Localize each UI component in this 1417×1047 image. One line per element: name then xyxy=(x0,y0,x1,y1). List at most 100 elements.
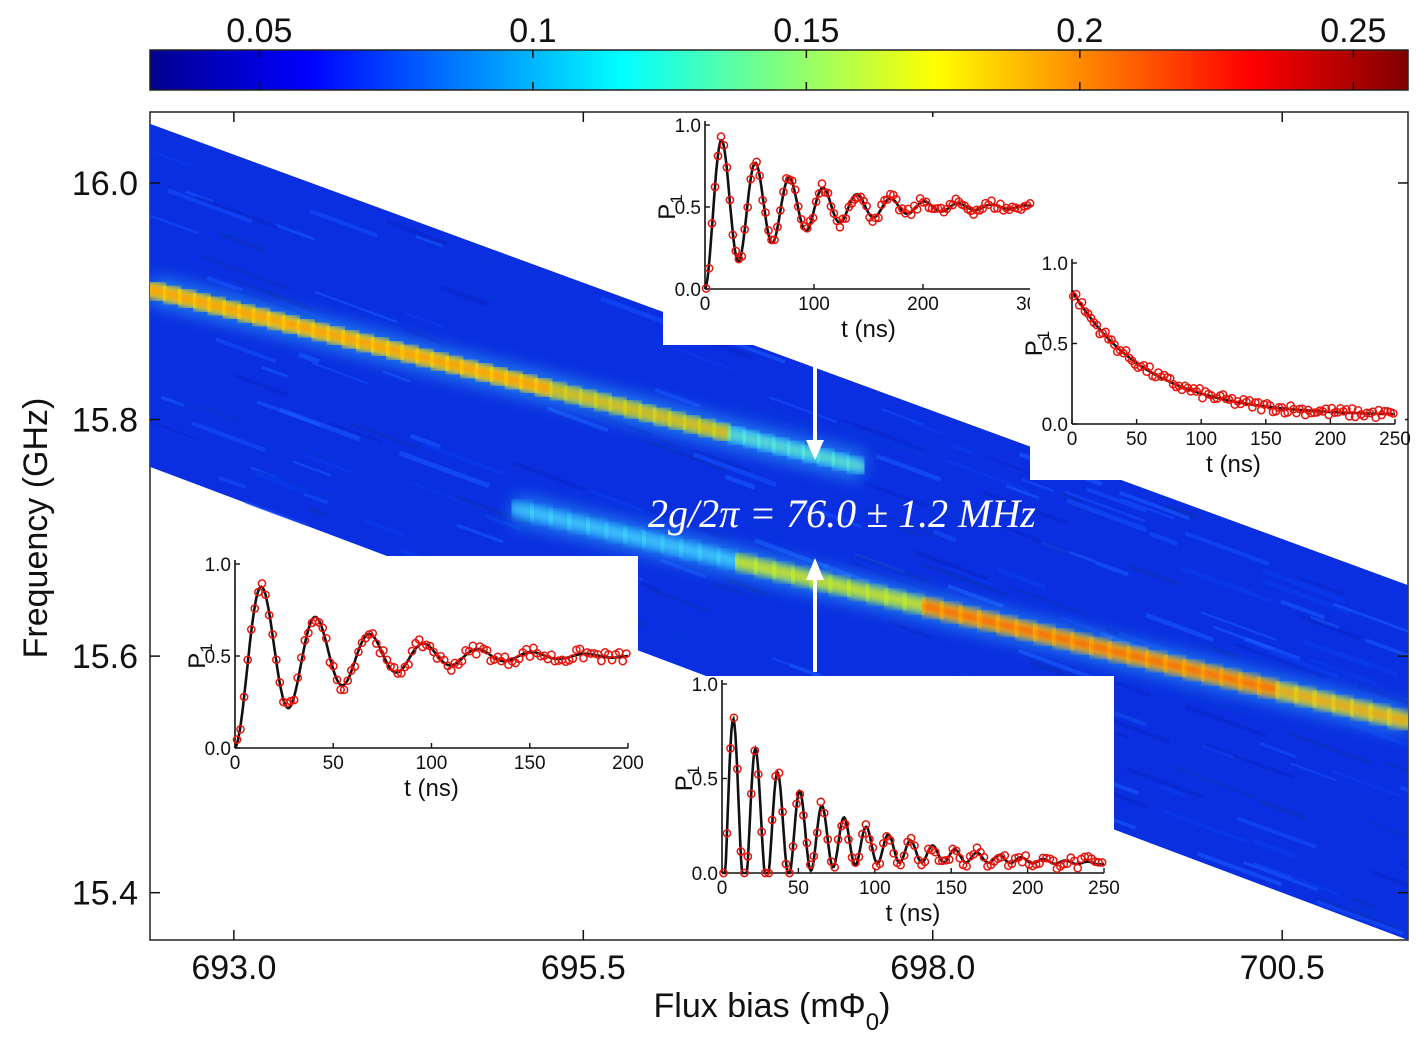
noise-streak xyxy=(1119,497,1175,520)
inset-data-point xyxy=(407,646,417,656)
inset-y-tick-label: 0.0 xyxy=(205,739,231,760)
noise-streak xyxy=(1236,816,1317,849)
noise-streak xyxy=(1184,704,1267,738)
noise-streak xyxy=(881,408,924,426)
inset-y-label-sub: 1 xyxy=(1034,331,1053,340)
inset-data-point xyxy=(979,852,989,862)
noise-streak xyxy=(587,488,644,512)
noise-streak xyxy=(1203,742,1295,780)
inset-x-label: t (ns) xyxy=(1206,451,1261,478)
inset-data-point xyxy=(429,647,438,657)
inset-data-point xyxy=(733,764,742,774)
noise-streak xyxy=(299,445,347,466)
inset-data-point xyxy=(785,868,794,878)
inset-data-point xyxy=(868,843,878,853)
inset-data-point xyxy=(336,685,345,695)
noise-streak xyxy=(409,433,442,449)
noise-streak xyxy=(462,286,541,318)
inset-data-point xyxy=(826,201,836,211)
inset-data-point xyxy=(787,176,797,186)
arrow-down-head xyxy=(806,440,824,460)
inset-data-point xyxy=(990,204,999,213)
noise-streak xyxy=(771,657,798,669)
noise-streak xyxy=(1144,612,1214,642)
inset-data-point xyxy=(750,746,760,756)
noise-streak xyxy=(863,481,932,510)
inset-y-label-sub: 1 xyxy=(667,194,686,203)
noise-streak xyxy=(567,438,632,465)
inset-data-point xyxy=(254,587,263,597)
noise-streak xyxy=(927,504,960,521)
noise-streak xyxy=(1289,731,1372,766)
inset-data-point xyxy=(731,246,741,256)
noise-streak xyxy=(1018,648,1096,681)
inset-data-point xyxy=(755,171,764,181)
inset-data-point xyxy=(332,675,342,685)
noise-streak xyxy=(1289,762,1337,782)
noise-streak xyxy=(302,453,354,475)
noise-streak xyxy=(247,362,279,377)
noise-streak xyxy=(309,208,378,238)
inset-data-point xyxy=(707,219,717,228)
noise-streak xyxy=(1316,899,1405,936)
inset-data-point xyxy=(920,857,930,867)
inset-data-point xyxy=(743,202,753,212)
inset-data-point xyxy=(835,222,845,232)
inset-data-point xyxy=(719,140,729,150)
inset-background xyxy=(663,117,1042,345)
noise-streak xyxy=(726,577,767,597)
noise-streak xyxy=(274,223,315,241)
inset-data-point xyxy=(740,868,749,878)
inset-data-point xyxy=(1342,405,1351,414)
inset-x-tick-label: 150 xyxy=(1250,429,1282,450)
noise-streak xyxy=(1331,769,1403,798)
inset-data-point xyxy=(250,604,260,613)
inset-data-point xyxy=(816,797,826,807)
inset-data-point xyxy=(802,838,812,848)
inset-background xyxy=(680,676,1114,929)
noise-streak xyxy=(646,587,709,613)
noise-streak xyxy=(796,501,863,529)
noise-streak xyxy=(640,582,662,593)
noise-streak xyxy=(1165,503,1198,519)
noise-streak xyxy=(1213,625,1274,651)
noise-streak xyxy=(910,420,945,436)
noise-streak xyxy=(191,421,266,452)
inset-data-point xyxy=(823,835,833,844)
inset-y-label-sub: 1 xyxy=(684,766,703,775)
noise-streak xyxy=(1105,716,1171,744)
inset-data-point xyxy=(1094,858,1103,867)
noise-streak xyxy=(842,418,924,452)
noise-streak xyxy=(1161,809,1248,844)
inset-data-point xyxy=(239,692,249,702)
inset-data-point xyxy=(1347,404,1357,413)
noise-streak xyxy=(1314,896,1400,930)
noise-streak xyxy=(298,352,320,364)
inset-data-point xyxy=(368,628,378,638)
inset-data-point xyxy=(823,188,833,198)
inset-data-point xyxy=(829,209,839,218)
noise-streak xyxy=(700,502,789,539)
inset-data-point xyxy=(1059,859,1069,869)
noise-streak xyxy=(1059,615,1098,633)
inset-x-tick-label: 0 xyxy=(230,753,241,774)
inset-data-point xyxy=(232,735,242,744)
noise-streak xyxy=(464,506,530,534)
arrow-up-head xyxy=(806,558,824,580)
inset-data-point xyxy=(740,225,750,234)
x-axis-label-close: ) xyxy=(879,987,890,1025)
noise-streak xyxy=(1332,602,1408,633)
inset-data-point xyxy=(404,660,413,669)
inset-y-tick-label: 0.0 xyxy=(1042,415,1068,436)
inset-data-point xyxy=(726,744,735,753)
inset-data-point xyxy=(343,676,353,686)
inset-right: 0 50 100 150 200 250 0.0 0.5 1.0 t (ns) P1 xyxy=(1021,254,1411,480)
noise-streak xyxy=(1346,901,1378,917)
x-tick-label: 693.0 xyxy=(191,949,276,987)
noise-streak xyxy=(899,526,923,539)
noise-streak xyxy=(913,549,988,581)
noise-streak xyxy=(1370,869,1408,888)
inset-data-point xyxy=(304,628,313,638)
inset-data-point xyxy=(1010,853,1020,863)
noise-streak xyxy=(947,584,1005,609)
